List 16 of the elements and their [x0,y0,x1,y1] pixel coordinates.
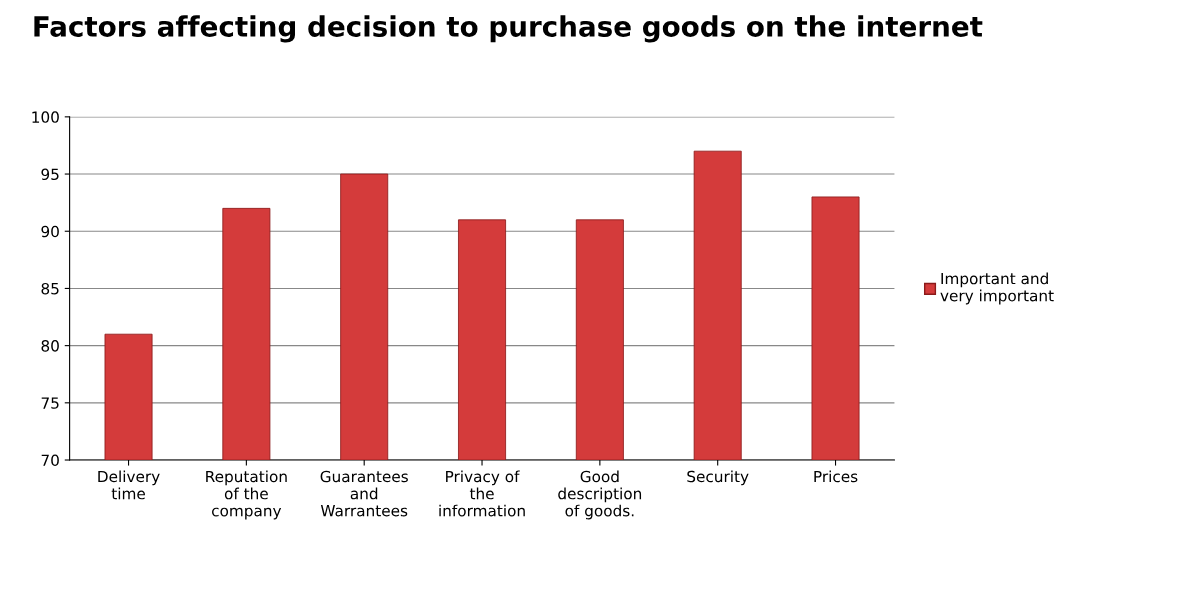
x-tick-label: Guarantees and Warrantees [320,470,408,517]
x-tick-label: Security [687,470,749,486]
y-tick-label: 80 [41,340,59,352]
x-tick-label: Prices [814,470,858,483]
legend-label: Important and very important [940,272,1054,305]
y-tick-label: 85 [41,282,59,295]
chart-title: Factors affecting decision to purchase goods on the internet [34,15,983,43]
y-tick-label: 100 [32,111,59,123]
y-tick-label: 70 [41,454,59,467]
x-tick-label: Reputation of the company [206,470,287,520]
x-tick-label: Good description of goods. [558,470,642,520]
y-tick-label: 95 [41,168,59,181]
y-tick-label: 90 [41,225,59,238]
y-tick-label: 75 [41,397,59,409]
x-tick-label: Privacy of the information [439,470,525,517]
x-tick-label: Delivery time [98,470,160,500]
